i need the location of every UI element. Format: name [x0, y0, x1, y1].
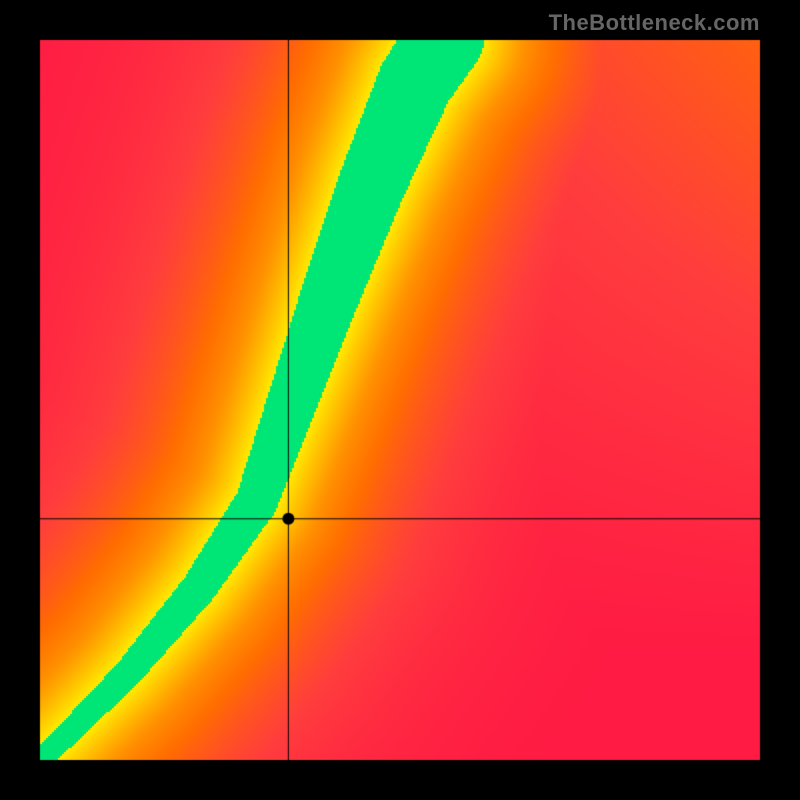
attribution-label: TheBottleneck.com [549, 10, 760, 36]
heatmap-canvas [0, 0, 800, 800]
chart-container: { "attribution": { "text": "TheBottlenec… [0, 0, 800, 800]
